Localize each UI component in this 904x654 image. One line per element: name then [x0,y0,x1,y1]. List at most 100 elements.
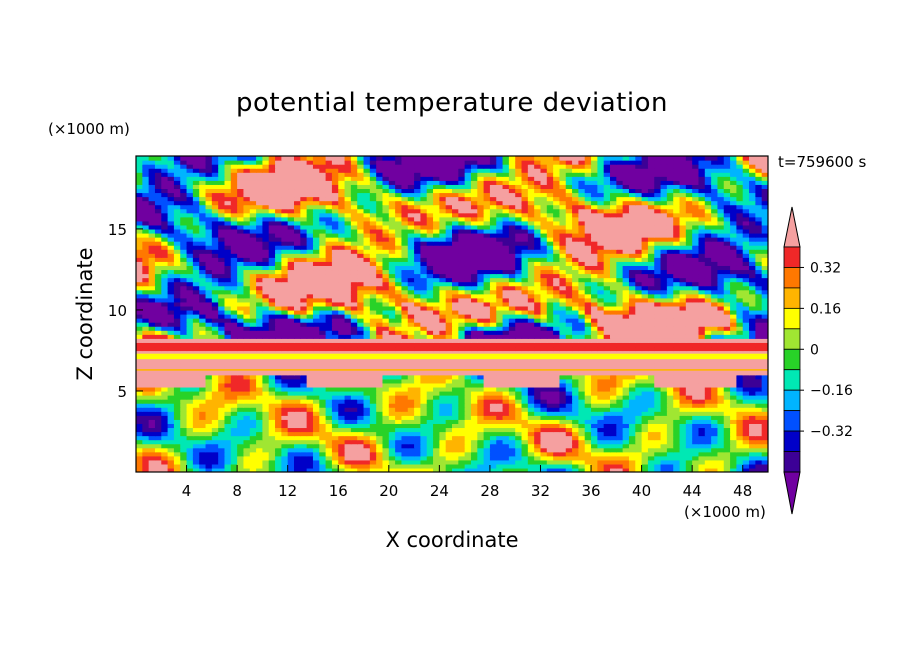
field-cell [591,277,598,283]
field-cell [167,407,175,412]
field-cell [268,467,276,472]
field-cell [256,427,263,433]
field-cell [142,378,150,384]
field-cell [331,370,339,376]
field-cell [527,293,535,299]
field-cell [426,399,434,404]
field-cell [508,289,516,295]
field-cell [692,338,700,343]
field-cell [414,326,421,331]
field-cell [591,399,598,404]
field-cell [660,362,668,368]
contour-field [136,156,768,472]
field-cell [578,309,586,315]
field-cell [704,342,712,348]
field-cell [414,277,421,283]
field-cell [211,273,219,279]
field-cell [142,273,150,279]
field-cell [275,395,282,400]
field-cell [761,370,768,376]
field-cell [546,342,554,348]
field-cell [521,285,529,291]
field-cell [262,362,270,368]
field-cell [496,431,504,437]
field-cell [742,322,750,327]
field-cell [363,423,371,429]
field-cell [736,463,744,469]
field-cell [300,330,308,335]
field-cell [243,314,251,319]
field-cell [325,403,333,408]
field-cell [350,309,358,315]
field-cell [350,358,358,364]
field-cell [692,273,700,279]
field-cell [534,399,542,404]
field-cell [401,378,409,384]
field-cell [527,378,535,384]
field-cell [180,370,188,376]
field-cell [711,411,719,416]
field-cell [521,269,529,275]
field-cell [534,439,542,445]
field-cell [736,395,744,400]
field-cell [357,415,365,420]
field-cell [597,334,605,339]
field-cell [679,390,687,396]
field-cell [635,305,643,311]
field-cell [610,467,617,472]
field-cell [749,411,756,416]
field-cell [666,334,674,339]
field-cell [546,370,554,376]
field-cell [755,305,763,311]
field-cell [142,463,150,469]
field-cell [458,399,466,404]
field-cell [698,305,706,311]
field-cell [388,370,396,376]
field-cell [641,273,649,279]
field-cell [660,289,668,295]
field-cell [237,459,245,465]
field-cell [445,293,453,299]
field-cell [540,459,548,465]
field-cell [357,439,365,445]
field-cell [407,386,415,392]
field-cell [142,285,150,291]
field-cell [199,366,207,372]
field-cell [521,289,529,295]
field-cell [647,322,655,327]
field-cell [584,370,592,376]
field-cell [749,309,756,315]
field-cell [350,297,358,303]
field-cell [685,269,693,275]
field-cell [698,326,706,331]
field-cell [553,370,561,376]
field-cell [572,314,579,319]
field-cell [161,269,169,275]
field-cell [458,346,466,352]
field-cell [647,451,655,457]
field-cell [262,386,270,392]
field-cell [154,415,162,420]
field-cell [205,423,213,429]
field-cell [363,419,371,424]
field-cell [622,395,630,400]
field-cell [546,366,554,372]
field-cell [382,439,390,445]
field-cell [312,463,320,469]
field-cell [559,439,567,445]
field-cell [218,309,226,315]
field-cell [483,358,491,364]
field-cell [515,342,523,348]
field-cell [395,427,403,433]
field-cell [527,330,535,335]
field-cell [350,423,358,429]
field-cell [161,289,169,295]
field-cell [249,403,257,408]
field-cell [363,366,371,372]
field-cell [565,358,573,364]
field-cell [167,423,175,429]
field-cell [357,378,365,384]
field-cell [268,459,276,465]
field-cell [692,447,700,453]
field-cell [319,362,327,368]
